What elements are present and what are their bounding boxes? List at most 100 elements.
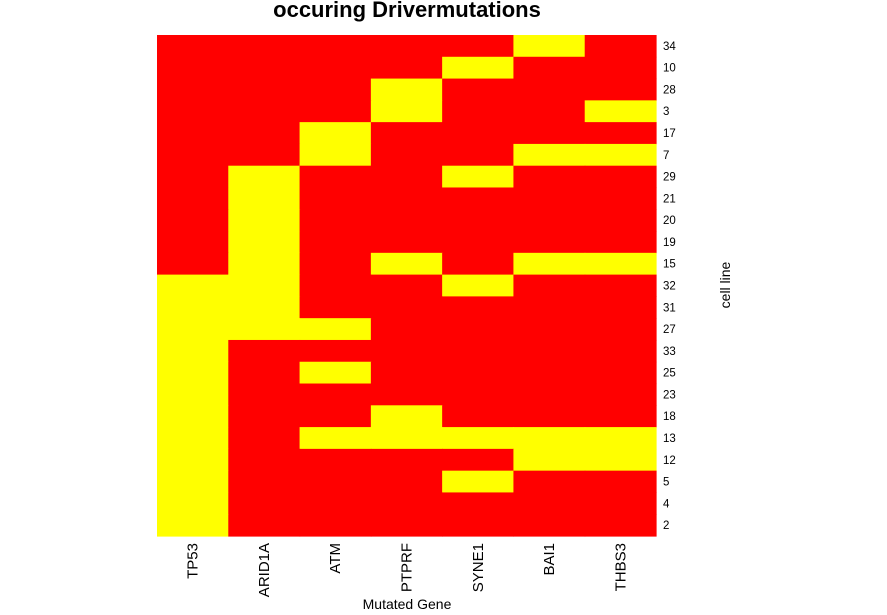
heatmap-cell (299, 448, 372, 472)
heatmap-cell (299, 318, 372, 341)
heatmap-cell (513, 274, 586, 297)
heatmap-cell (513, 448, 586, 472)
heatmap-cell (513, 187, 586, 210)
heatmap-cell (442, 405, 515, 428)
chart-title: occuring Drivermutations (273, 0, 541, 22)
heatmap-cell (584, 187, 657, 210)
heatmap-cell (584, 514, 657, 537)
y-axis-label: cell line (717, 261, 733, 308)
heatmap-cell (228, 448, 301, 472)
heatmap-cell (442, 361, 515, 385)
heatmap-cell (584, 361, 657, 385)
heatmap-cell (513, 492, 586, 515)
heatmap-cell (157, 209, 229, 232)
heatmap-cell (228, 514, 301, 537)
heatmap-cell (228, 252, 301, 276)
heatmap-cell (442, 209, 515, 232)
heatmap-cell (299, 492, 372, 515)
row-label: 18 (663, 411, 676, 423)
heatmap-cell (370, 165, 443, 189)
heatmap-cell (299, 427, 372, 450)
row-label: 29 (663, 172, 676, 184)
heatmap-cell (299, 122, 372, 145)
heatmap-cell (584, 35, 657, 58)
heatmap-cell (513, 252, 586, 276)
heatmap-cell (157, 405, 229, 428)
heatmap-cell (157, 361, 229, 385)
heatmap-cell (513, 339, 586, 363)
heatmap-cell (442, 122, 515, 145)
heatmap-cell (157, 252, 229, 276)
heatmap-cell (584, 427, 657, 450)
row-label: 25 (663, 368, 676, 380)
heatmap-cell (228, 122, 301, 145)
heatmap-cell (370, 122, 443, 145)
heatmap-cell (370, 492, 443, 515)
heatmap-cell (513, 143, 586, 167)
heatmap-cell (584, 231, 657, 254)
row-label: 27 (663, 324, 676, 336)
heatmap-cell (299, 100, 372, 123)
heatmap-cell (442, 318, 515, 341)
heatmap-cell (584, 383, 657, 406)
row-label: 17 (663, 128, 676, 140)
x-axis-label: Mutated Gene (363, 596, 452, 612)
heatmap-cell (442, 78, 515, 101)
heatmap-cell (370, 143, 443, 167)
heatmap-cell (157, 296, 229, 319)
heatmap-cell (157, 274, 229, 297)
heatmap-cell (299, 56, 372, 80)
heatmap-cell (299, 35, 372, 58)
heatmap-cell (157, 339, 229, 363)
heatmap-cell (370, 252, 443, 276)
heatmap-cell (228, 100, 301, 123)
row-label: 28 (663, 84, 676, 96)
heatmap-cell (584, 100, 657, 123)
heatmap-cell (513, 405, 586, 428)
row-label: 21 (663, 193, 676, 205)
heatmap-cell (370, 318, 443, 341)
row-label: 5 (663, 477, 669, 489)
heatmap-cell (228, 165, 301, 189)
heatmap-cell (299, 78, 372, 101)
heatmap-cell (228, 339, 301, 363)
heatmap-cell (584, 339, 657, 363)
heatmap-cell (442, 492, 515, 515)
row-label: 31 (663, 302, 676, 314)
heatmap-cell (157, 143, 229, 167)
row-label: 34 (663, 41, 676, 53)
heatmap-cell (442, 231, 515, 254)
heatmap-cell (513, 427, 586, 450)
heatmap-cell (513, 318, 586, 341)
heatmap-cell (442, 100, 515, 123)
heatmap-cell (513, 56, 586, 80)
heatmap-cell (157, 187, 229, 210)
column-label: SYNE1 (470, 543, 487, 592)
heatmap-cell (442, 339, 515, 363)
heatmap-cell (370, 361, 443, 385)
heatmap-cell (228, 209, 301, 232)
heatmap-cell (370, 187, 443, 210)
heatmap-cell (299, 187, 372, 210)
heatmap-cell (157, 35, 229, 58)
heatmap-cell (228, 143, 301, 167)
heatmap-cell (370, 100, 443, 123)
heatmap-cell (584, 143, 657, 167)
heatmap-cell (442, 383, 515, 406)
heatmap-cell (513, 35, 586, 58)
heatmap-cell (513, 383, 586, 406)
heatmap-cell (157, 383, 229, 406)
heatmap-cell (370, 35, 443, 58)
heatmap-cell (370, 296, 443, 319)
heatmap-cell (228, 274, 301, 297)
heatmap-cell (513, 514, 586, 537)
row-label: 2 (663, 520, 669, 532)
heatmap-cell (370, 209, 443, 232)
heatmap-cell (228, 56, 301, 80)
heatmap-cell (513, 296, 586, 319)
heatmap-cell (584, 122, 657, 145)
heatmap-cell (513, 209, 586, 232)
heatmap-cells (157, 35, 657, 537)
heatmap-cell (584, 56, 657, 80)
heatmap-cell (442, 514, 515, 537)
